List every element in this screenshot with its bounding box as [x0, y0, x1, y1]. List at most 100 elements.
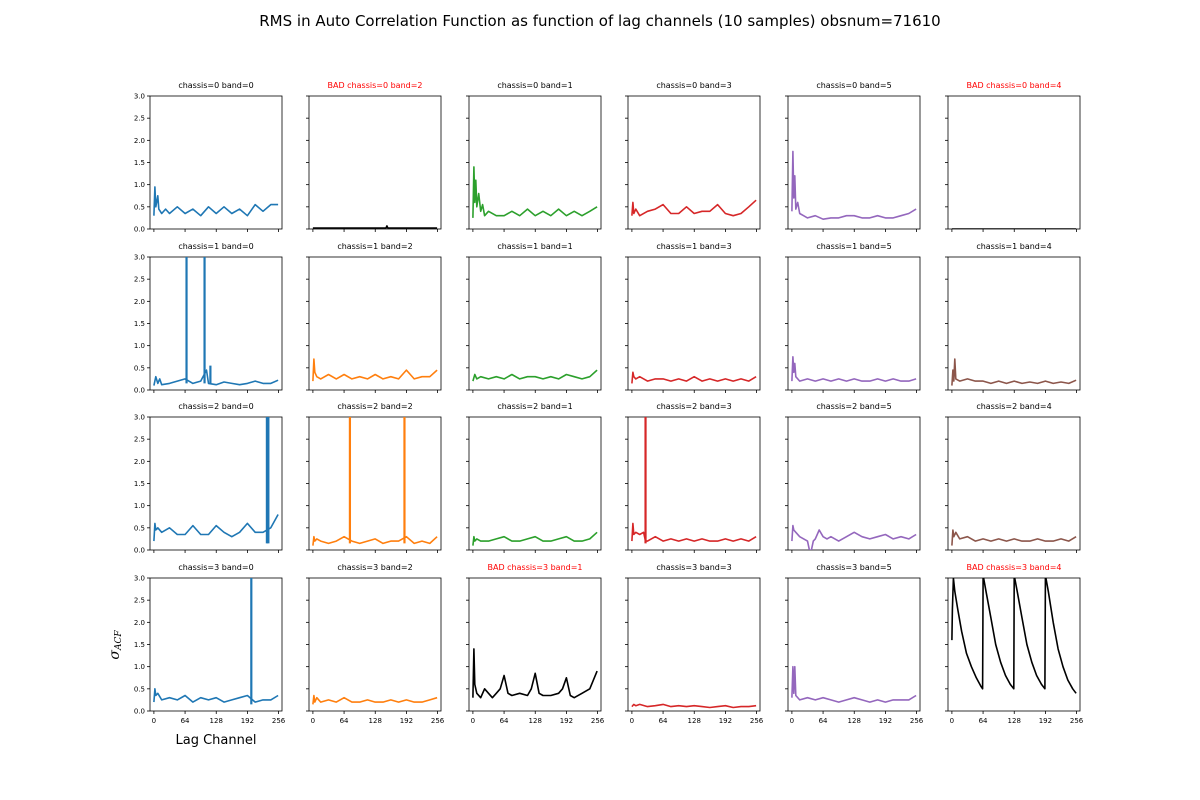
- series-line: [791, 150, 917, 220]
- axes-frame: [468, 95, 602, 230]
- subplot-panel-13: chassis=2 band=2: [306, 402, 442, 553]
- subplot-title: chassis=2 band=5: [816, 402, 891, 411]
- x-tick-label: 0: [471, 717, 475, 725]
- subplot-title: chassis=0 band=1: [497, 81, 572, 90]
- subplot-panel-16: chassis=2 band=5: [785, 402, 921, 553]
- axes-frame: [308, 577, 442, 712]
- subplot-title: chassis=2 band=1: [497, 402, 572, 411]
- subplot-title: chassis=3 band=2: [337, 563, 412, 572]
- subplot-panel-8: chassis=1 band=1: [466, 242, 602, 393]
- axes-frame: [947, 256, 1081, 391]
- y-tick-label: 3.0: [134, 414, 145, 422]
- axes-frame: [947, 416, 1081, 551]
- y-tick-label: 3.0: [134, 575, 145, 583]
- series-line: [951, 529, 1077, 546]
- x-tick-label: 192: [879, 717, 892, 725]
- y-tick-label: 0.0: [134, 226, 145, 234]
- y-tick-label: 0.5: [134, 685, 145, 693]
- x-tick-label: 192: [400, 717, 413, 725]
- x-tick-label: 64: [819, 717, 828, 725]
- series-line: [951, 358, 1077, 386]
- subplot-panel-14: chassis=2 band=1: [466, 402, 602, 553]
- x-tick-label: 256: [431, 717, 445, 725]
- x-tick-label: 128: [210, 717, 223, 725]
- axes-frame: [627, 95, 761, 230]
- series-line: [153, 688, 279, 703]
- axes-frame: [787, 416, 921, 551]
- x-tick-label: 192: [1039, 717, 1052, 725]
- subplot-panel-7: chassis=1 band=2: [306, 242, 442, 393]
- axes-frame: [627, 416, 761, 551]
- axes-frame: [468, 577, 602, 712]
- subplot-panel-12: chassis=2 band=0 0.0 0.5 1.0 1.5 2.0 2.5 3.0: [134, 402, 283, 555]
- axes-frame: [947, 95, 1081, 230]
- figure-title: RMS in Auto Correlation Function as func…: [259, 12, 941, 30]
- y-tick-label: 2.0: [134, 619, 145, 627]
- axes-frame: [149, 95, 283, 230]
- subplot-panel-20: BAD chassis=3 band=1 0 64 128 192 256: [466, 563, 605, 725]
- series-line: [153, 369, 279, 386]
- x-tick-label: 128: [369, 717, 382, 725]
- subplot-title: chassis=2 band=3: [656, 402, 731, 411]
- y-tick-label: 2.5: [134, 115, 145, 123]
- x-tick-label: 128: [529, 717, 542, 725]
- subplot-panel-4: chassis=0 band=5: [785, 81, 921, 232]
- subplot-title: chassis=1 band=3: [656, 242, 731, 251]
- x-tick-label: 128: [1008, 717, 1021, 725]
- axes-frame: [308, 95, 442, 230]
- x-axis-label: Lag Channel: [175, 733, 257, 748]
- axes-frame: [627, 256, 761, 391]
- series-line: [791, 356, 917, 382]
- series-line: [791, 524, 917, 550]
- subplot-title: chassis=1 band=2: [337, 242, 412, 251]
- y-axis-label-text: σACF: [107, 630, 124, 660]
- subplot-panel-11: chassis=1 band=4: [945, 242, 1081, 393]
- series-line: [472, 369, 598, 382]
- y-tick-label: 1.0: [134, 663, 145, 671]
- subplot-title: chassis=3 band=0: [178, 563, 253, 572]
- x-tick-label: 64: [659, 717, 668, 725]
- axes-frame: [149, 577, 283, 712]
- subplot-panel-2: chassis=0 band=1: [466, 81, 602, 232]
- y-tick-label: 0.0: [134, 708, 145, 716]
- x-tick-label: 128: [688, 717, 701, 725]
- axes-frame: [468, 256, 602, 391]
- y-tick-label: 0.5: [134, 524, 145, 532]
- x-tick-label: 192: [241, 717, 254, 725]
- series-line: [153, 186, 279, 217]
- subplot-title: BAD chassis=3 band=1: [487, 563, 582, 572]
- subplot-panel-17: chassis=2 band=4: [945, 402, 1081, 553]
- series-line: [951, 578, 1077, 694]
- x-tick-label: 0: [311, 717, 315, 725]
- x-tick-label: 0: [790, 717, 794, 725]
- y-tick-label: 1.5: [134, 159, 145, 167]
- y-tick-label: 1.5: [134, 641, 145, 649]
- subplot-panel-18: chassis=3 band=0 0.0 0.5 1.0 1.5 2.0 2.5 3.0 0 64…: [134, 563, 286, 725]
- y-tick-label: 0.5: [134, 364, 145, 372]
- x-tick-label: 192: [719, 717, 732, 725]
- axes-frame: [149, 416, 283, 551]
- subplot-title: BAD chassis=0 band=2: [327, 81, 422, 90]
- series-line: [472, 648, 598, 699]
- series-line: [631, 199, 757, 217]
- y-tick-label: 3.0: [134, 254, 145, 262]
- subplot-title: chassis=1 band=1: [497, 242, 572, 251]
- x-tick-label: 0: [152, 717, 156, 725]
- subplot-panel-22: chassis=3 band=5 0 64 128 192 256: [785, 563, 924, 725]
- series-line: [631, 371, 757, 384]
- subplot-title: chassis=3 band=3: [656, 563, 731, 572]
- subplot-title: chassis=3 band=5: [816, 563, 891, 572]
- subplot-title: chassis=2 band=0: [178, 402, 253, 411]
- axes-frame: [308, 416, 442, 551]
- x-tick-label: 256: [272, 717, 286, 725]
- y-tick-label: 2.5: [134, 597, 145, 605]
- axes-frame: [787, 95, 921, 230]
- series-line: [472, 166, 598, 218]
- x-tick-label: 0: [950, 717, 954, 725]
- x-tick-label: 256: [591, 717, 605, 725]
- subplot-panel-9: chassis=1 band=3: [625, 242, 761, 393]
- subplot-title: chassis=0 band=5: [816, 81, 891, 90]
- axes-frame: [468, 416, 602, 551]
